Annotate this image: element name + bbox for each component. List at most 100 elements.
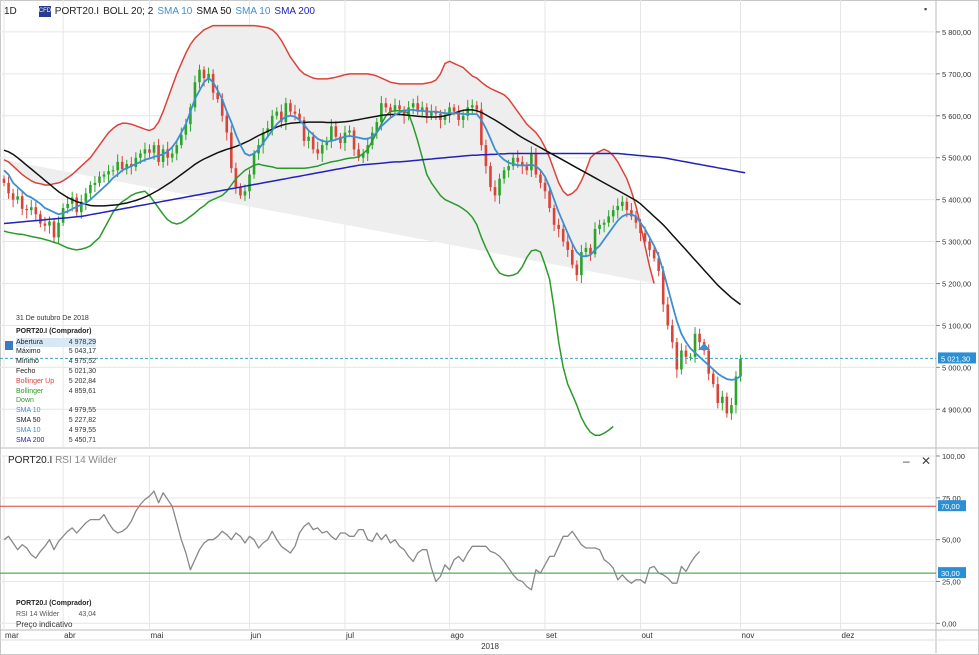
candle-body-91 [416, 103, 420, 112]
main-pane-minimize-button[interactable]: ▪ [924, 4, 928, 14]
candle-body-84 [384, 103, 388, 108]
rsi-info-header: PORT20.I (Comprador) [16, 600, 92, 607]
indicator-legend-0[interactable]: BOLL 20; 2 [103, 5, 154, 17]
price-tick-label-5100: 5 100,00 [942, 321, 971, 330]
candle-body-11 [52, 221, 56, 238]
candle-body-117 [534, 153, 538, 175]
candle-body-135 [616, 205, 620, 211]
info-value-1: 5 043,17 [68, 348, 96, 356]
candle-body-122 [557, 224, 560, 229]
rsi-info-row: RSI 14 Wilder 43,04 [16, 609, 96, 620]
candle-body-87 [398, 105, 401, 110]
candle-body-31 [143, 149, 147, 154]
month-label-abr: abr [64, 631, 76, 640]
candle-body-16 [75, 197, 79, 213]
rsi-tick-label-100: 100,00 [942, 452, 965, 461]
candle-body-44 [202, 69, 206, 79]
candle-body-23 [107, 171, 110, 175]
info-value-2: 4 975,52 [68, 358, 96, 366]
candle-body-10 [48, 221, 51, 226]
candle-body-148 [675, 342, 679, 370]
candle-body-59 [270, 115, 274, 129]
info-row-2: Mínimo 4 975,52 [16, 357, 96, 367]
candle-body-73 [334, 126, 338, 137]
candle-body-71 [325, 140, 329, 146]
candle-body-68 [311, 136, 315, 150]
rsi-pane-minimize-button[interactable]: – [903, 454, 910, 468]
candle-body-5 [25, 208, 29, 211]
candle-body-51 [234, 168, 238, 188]
candle-body-3 [16, 196, 19, 200]
rsi-upper-label: 70,00 [941, 502, 960, 511]
info-row-3: Fecho 5 021,30 [16, 367, 96, 377]
candle-body-162 [739, 358, 742, 377]
candle-body-90 [411, 103, 415, 108]
info-value-5: 4 859,61 [68, 387, 96, 395]
candle-body-132 [602, 222, 606, 225]
info-value-9: 5 450,71 [68, 436, 96, 444]
month-label-ago: ago [451, 631, 465, 640]
bollinger-band-fill [4, 25, 655, 284]
indicative-price-note: Preço indicativo [16, 620, 73, 629]
candle-body-152 [693, 333, 697, 357]
rsi-lower-label: 30,00 [941, 569, 960, 578]
price-tick-label-5200: 5 200,00 [942, 279, 971, 288]
candle-body-30 [139, 153, 142, 158]
candle-body-153 [698, 333, 701, 343]
candle-body-111 [507, 166, 510, 171]
price-tick-label-5800: 5 800,00 [942, 28, 971, 37]
info-value-6: 4 979,55 [68, 407, 96, 415]
candle-body-69 [316, 149, 319, 154]
candle-body-136 [621, 201, 624, 206]
info-row-9: SMA 200 5 450,71 [16, 436, 96, 446]
candle-body-57 [261, 132, 265, 146]
candle-body-145 [661, 270, 665, 305]
rsi-indicator-label[interactable]: RSI 14 Wilder [55, 455, 117, 466]
price-tick-label-5300: 5 300,00 [942, 238, 971, 247]
candle-body-125 [570, 249, 574, 265]
month-label-mai: mai [150, 631, 163, 640]
indicator-legend-2[interactable]: SMA 50 [196, 5, 232, 17]
indicator-legend-1[interactable]: SMA 10 [157, 5, 193, 17]
candle-body-75 [343, 132, 347, 144]
candle-body-123 [561, 228, 565, 242]
candle-body-41 [189, 107, 192, 125]
indicator-legend-4[interactable]: SMA 200 [274, 5, 315, 17]
year-label: 2018 [481, 642, 499, 651]
candle-body-95 [434, 111, 438, 114]
candle-body-83 [380, 103, 383, 123]
period-label[interactable]: 1D [4, 5, 17, 17]
price-tick-label-4900: 4 900,00 [942, 405, 971, 414]
month-label-mar: mar [5, 631, 19, 640]
candle-body-159 [725, 396, 729, 414]
info-value-4: 5 202,84 [68, 377, 96, 385]
candle-body-48 [220, 99, 224, 116]
candle-body-35 [161, 149, 165, 162]
month-label-jul: jul [345, 631, 354, 640]
candle-body-139 [634, 216, 638, 223]
candle-body-6 [29, 207, 33, 211]
candle-body-77 [352, 130, 356, 150]
candle-body-130 [593, 228, 597, 255]
candle-body-138 [630, 210, 633, 217]
candle-body-36 [166, 149, 169, 158]
candle-body-86 [393, 105, 397, 112]
candle-body-134 [611, 210, 615, 217]
instrument-label[interactable]: PORT20.I [54, 5, 100, 17]
candle-body-27 [125, 163, 129, 170]
signal-arrow-icon [698, 343, 711, 351]
month-label-set: set [546, 631, 557, 640]
info-value-3: 5 021,30 [68, 367, 96, 375]
candle-body-124 [566, 241, 570, 250]
indicator-legend-3[interactable]: SMA 10 [235, 5, 271, 17]
candle-body-15 [70, 197, 74, 204]
candle-body-156 [711, 373, 715, 385]
candle-body-67 [307, 136, 310, 141]
rsi-tick-label-50: 50,00 [942, 536, 961, 545]
rsi-pane-close-button[interactable]: ✕ [921, 454, 932, 468]
rsi-lower-badge [938, 567, 966, 579]
candle-body-62 [284, 103, 288, 123]
info-row-6: SMA 10 4 979,55 [16, 406, 96, 416]
info-key-0: Abertura [16, 338, 43, 346]
